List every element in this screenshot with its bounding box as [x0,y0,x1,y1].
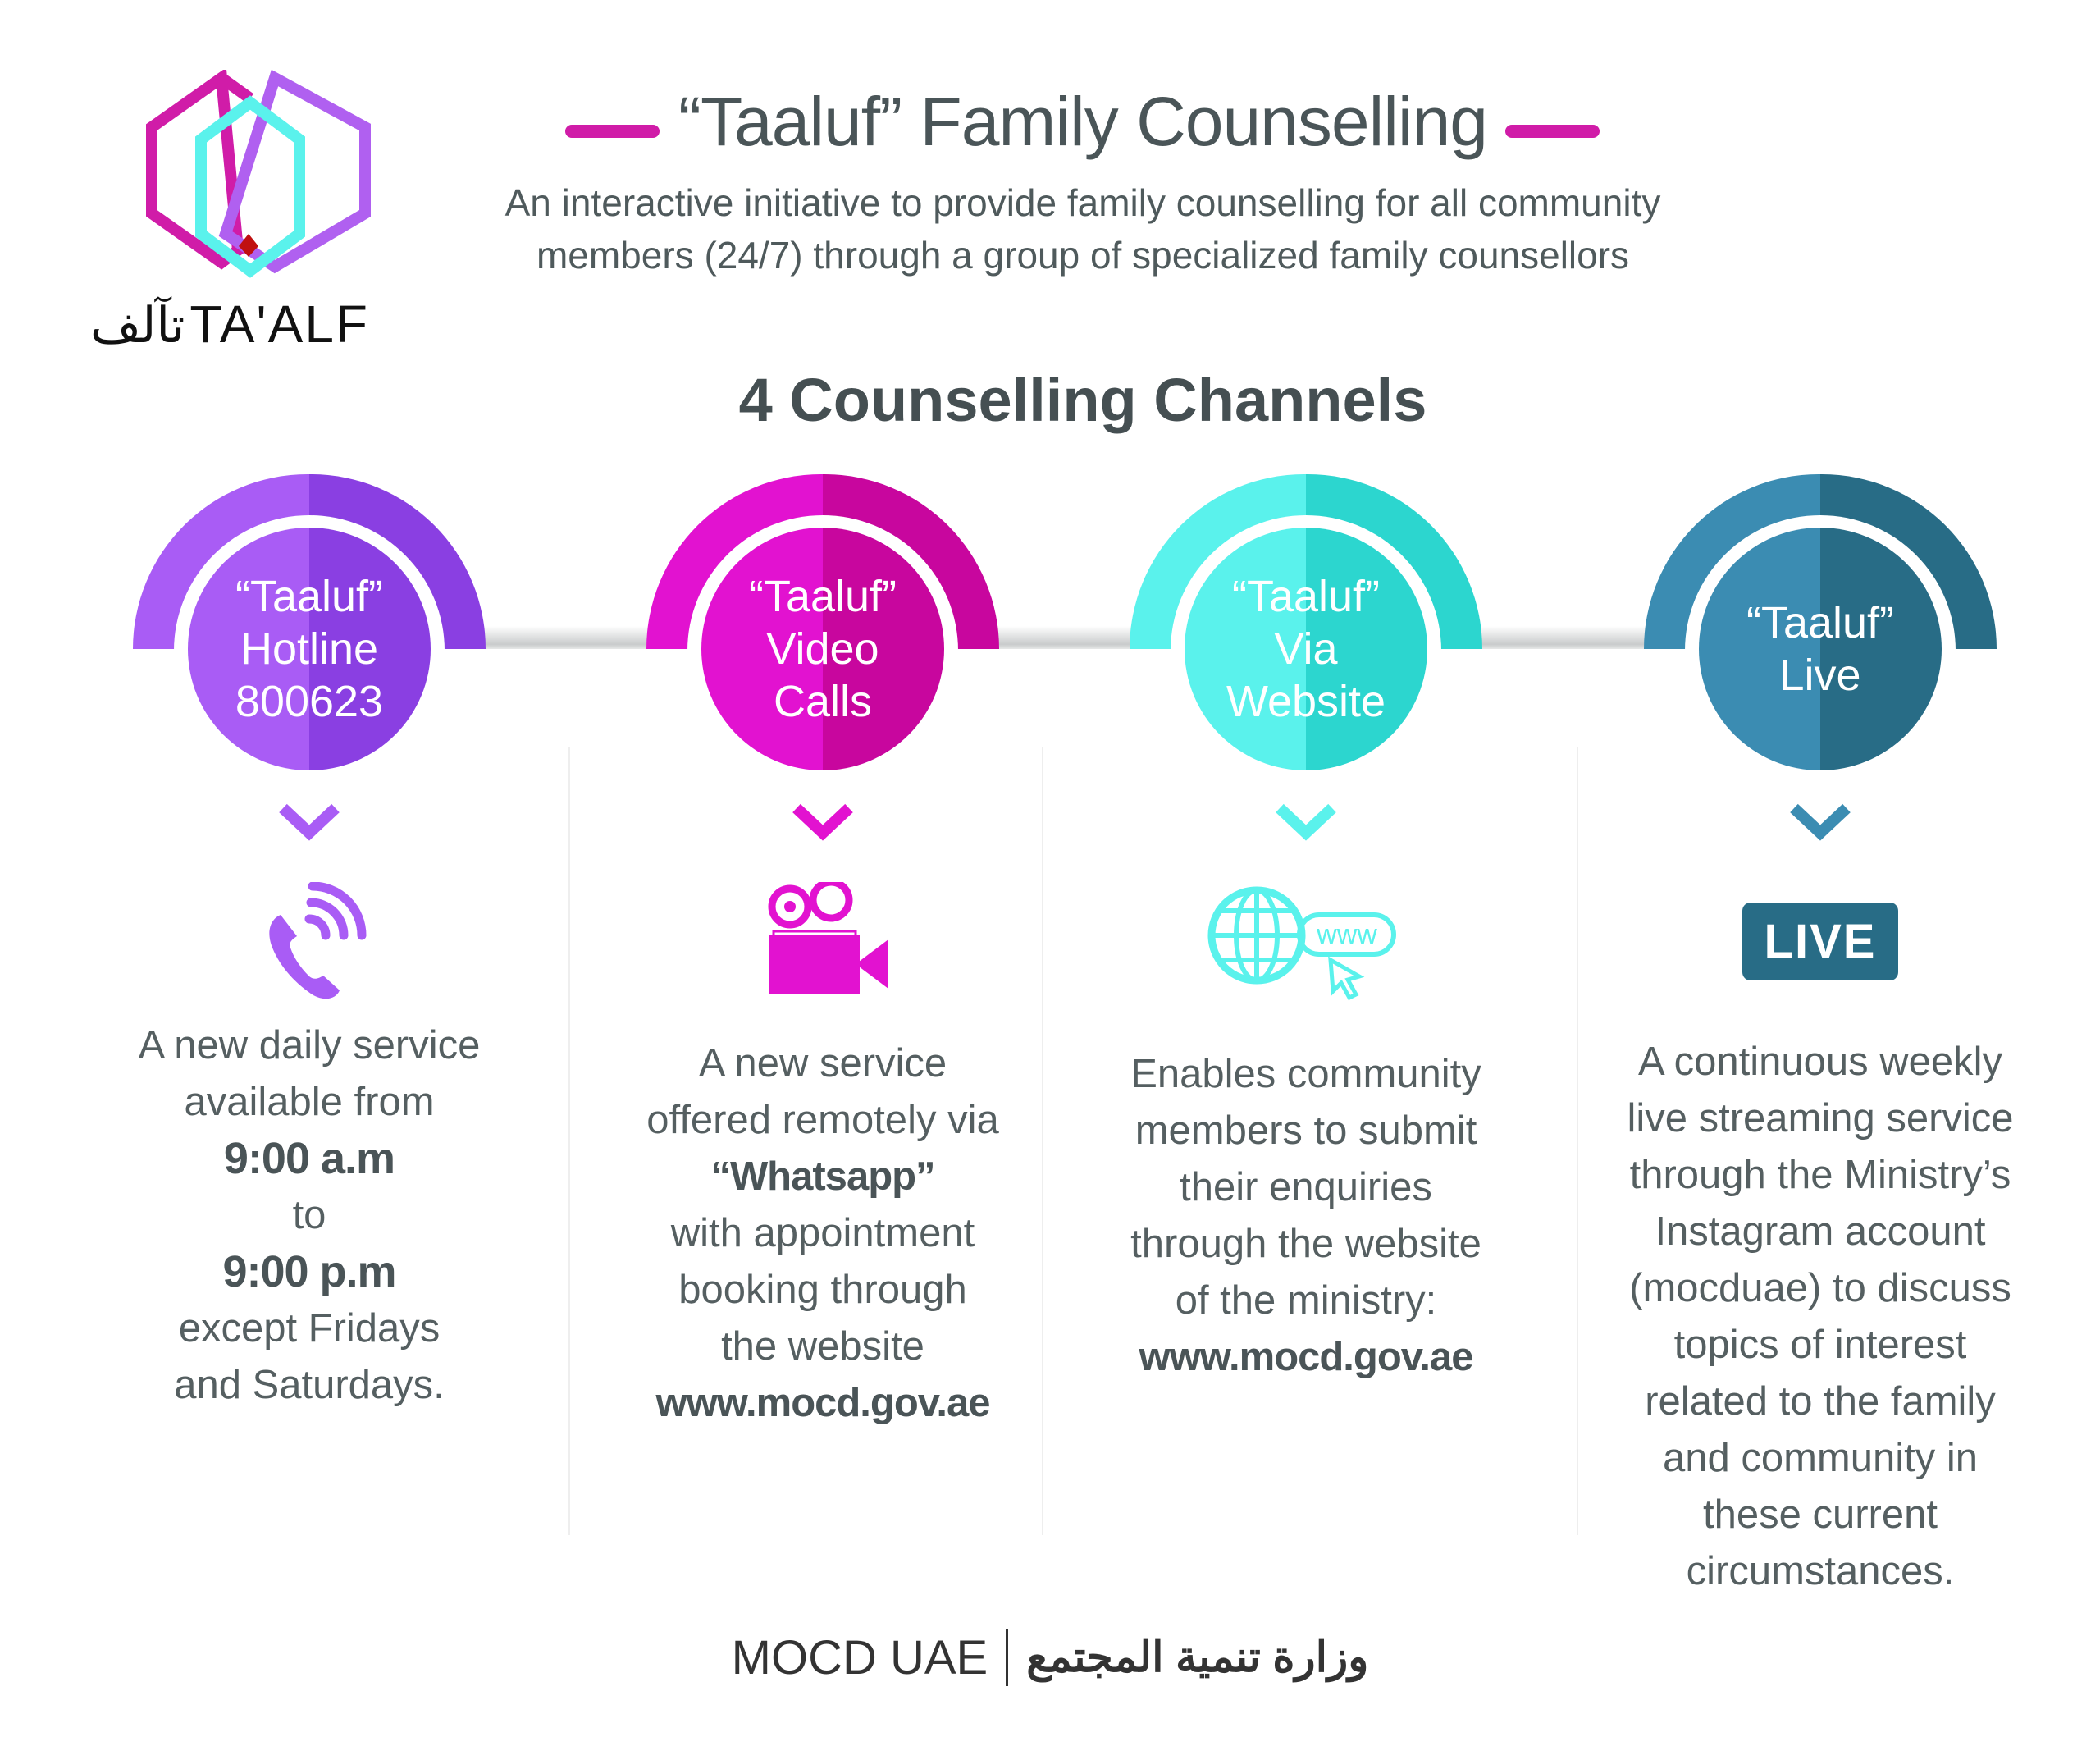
channel-description-line: Enables community [1130,1052,1481,1096]
channel-label-line: Website [1226,677,1386,726]
chevron-down-icon [1790,803,1851,841]
taaluf-logo [146,70,371,278]
channel-description: A new service offered remotely via “Whatsa… [601,1035,1044,1432]
brand-wordmark: تآلف TA'ALF [90,295,443,354]
channel-description-line: “Whatsapp” [710,1154,935,1199]
video-camera-icon [724,878,921,1005]
channel-description-line: circumstances. [1686,1549,1955,1593]
channel-badge: “Taaluf” Hotline 800623 [188,528,431,770]
channel-description-line: Instagram account [1655,1209,1986,1254]
svg-text:www: www [1316,919,1377,950]
channel-description-line: members to submit [1134,1108,1477,1153]
channel-description-line: topics of interest [1673,1323,1967,1367]
subtitle-line: members (24/7) through a group of specia… [536,234,1630,277]
page-title: “Taaluf” Family Counselling [678,83,1488,160]
chevron-down-icon [1276,803,1336,841]
channel-description-line: these current [1703,1492,1938,1537]
channel-label-line: “Taaluf” [235,572,384,621]
footer: MOCD UAE وزارة تنمية المجتمع [0,1629,2100,1686]
channel-description: A continuous weekly live streaming servic… [1599,1034,2042,1600]
column-divider [1577,747,1578,1535]
brand-latin: TA'ALF [189,295,369,354]
channel-badge: “Taaluf” Via Website [1185,528,1427,770]
footer-separator [1006,1629,1009,1686]
channel-label-line: “Taaluf” [748,572,897,621]
channel-description-line: 9:00 a.m [223,1134,395,1183]
channel-description-line: www.mocd.gov.ae [1139,1335,1473,1379]
footer-arabic: وزارة تنمية المجتمع [1026,1634,1369,1681]
channel-description-line: www.mocd.gov.ae [655,1381,990,1425]
channel-description-line: with appointment [670,1211,975,1255]
channel-label-line: 800623 [235,677,384,726]
channel-badge: “Taaluf” Live [1699,528,1942,770]
title-dash-right [1505,125,1600,138]
title-dash-left [565,125,660,138]
subtitle-line: An interactive initiative to provide fam… [504,181,1661,224]
channel-label-line: Via [1274,624,1338,674]
channel-description-line: booking through [678,1268,967,1312]
channel-description-line: except Fridays [178,1306,441,1351]
channel-badge: “Taaluf” Video Calls [701,528,944,770]
channel-description-line: through the Ministry’s [1629,1153,2011,1197]
channel-description-line: A new service [698,1041,947,1086]
chevron-down-icon [792,803,853,841]
section-title: 4 Counselling Channels [738,366,1427,434]
column-divider [568,747,570,1535]
channel-description-line: related to the family [1645,1379,1996,1424]
channel-description-line: (mocduae) to discuss [1629,1266,2011,1310]
live-badge-icon: LIVE [1722,882,1919,1005]
channel-label-line: Video [766,624,879,674]
channel-description-line: their enquiries [1180,1165,1432,1209]
channel-description-line: through the website [1130,1222,1481,1266]
channel-description-line: A continuous weekly [1638,1040,2002,1084]
channel-description-line: and Saturdays. [174,1363,445,1407]
channel-description-line: 9:00 p.m [222,1247,396,1296]
channel-label-line: Calls [773,677,873,726]
phone-ringing-icon [211,881,408,1005]
live-badge: LIVE [1742,903,1898,980]
footer-latin: MOCD UAE [731,1630,988,1684]
chevron-down-icon [279,803,340,841]
channel-description-line: offered remotely via [646,1098,999,1142]
channel-description-line: and community in [1662,1436,1978,1480]
channel-description-line: the website [721,1324,924,1369]
channel-description-line: of the ministry: [1175,1278,1437,1323]
channel-description: Enables community members to submit their … [1084,1046,1527,1386]
channel-label-line: Live [1779,651,1861,700]
column-divider [1042,747,1043,1535]
channel-description-line: to [292,1193,326,1237]
channel-description-line: A new daily service [138,1023,481,1067]
channel-description-line: live streaming service [1627,1096,2014,1140]
page-subtitle: An interactive initiative to provide fam… [427,176,1739,281]
channel-label-line: “Taaluf” [1746,598,1895,647]
channel-label-line: “Taaluf” [1231,572,1381,621]
globe-www-icon: www [1208,882,1404,1005]
channel-description: A new daily service available from 9:00 a.… [88,1017,531,1414]
channel-description-line: available from [184,1080,435,1124]
brand-arabic: تآلف [90,298,185,353]
channel-label-line: Hotline [240,624,379,674]
